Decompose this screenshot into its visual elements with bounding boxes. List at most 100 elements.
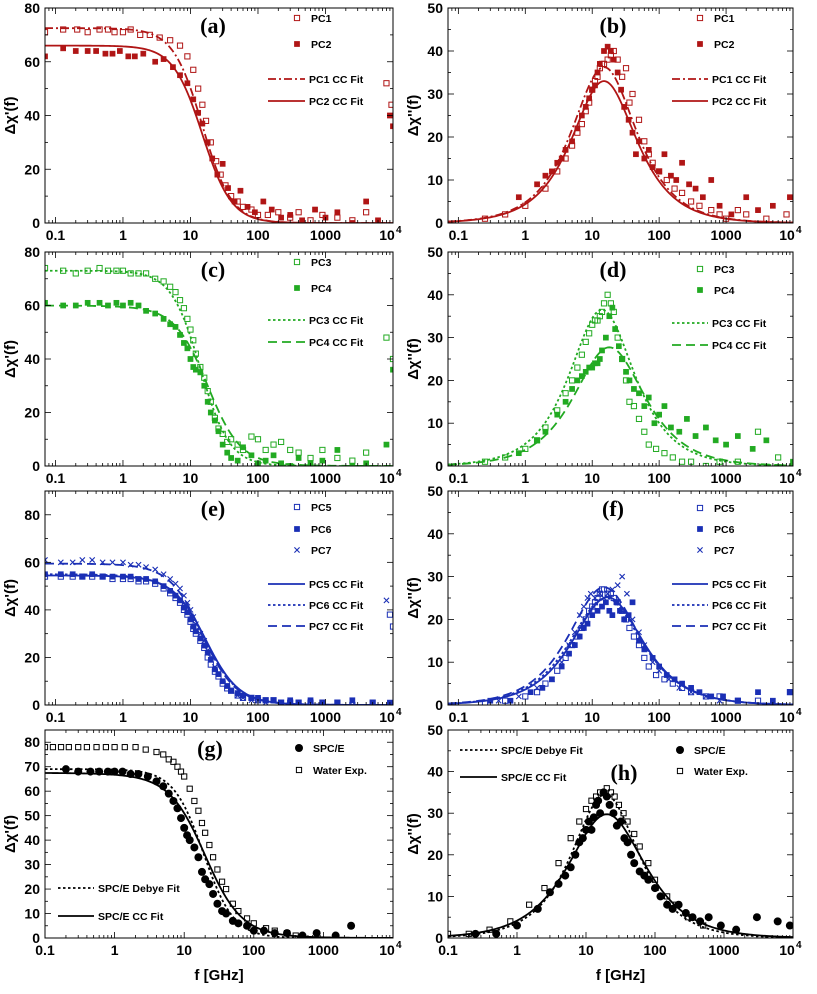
data-point: [626, 624, 633, 632]
x-axis-label: f [GHz]: [596, 967, 645, 984]
x-tick-label: 1000: [710, 227, 741, 243]
panel-g: 0.1 1 10 100 1000 10 401020304050607080Δχ'(f)(…: [2, 729, 402, 984]
data-point: [169, 796, 178, 805]
data-point: [89, 571, 96, 578]
data-point: [119, 29, 127, 36]
data-point: [629, 599, 636, 606]
legend-marker: [294, 41, 300, 47]
legend-label: PC7 CC Fit: [712, 621, 767, 633]
data-point: [201, 382, 208, 389]
data-point: [624, 818, 631, 825]
data-point: [582, 805, 590, 813]
panel-label: (a): [200, 13, 226, 38]
data-point: [254, 436, 262, 443]
data-point: [629, 90, 636, 98]
legend-label: PC7 CC Fit: [309, 621, 364, 633]
legend-label: PC2: [714, 39, 735, 51]
data-point: [630, 402, 638, 410]
data-point: [96, 26, 103, 33]
data-point: [623, 838, 632, 847]
y-tick-label: 30: [24, 857, 40, 873]
data-point: [234, 692, 241, 699]
y-axis-label: Δχ'(f): [2, 340, 19, 378]
data-point: [270, 441, 277, 448]
x-tick-label: 0.1: [449, 227, 469, 243]
plot-frame: [44, 490, 394, 706]
data-point: [589, 813, 598, 822]
data-point: [669, 454, 676, 461]
data-point: [636, 138, 642, 145]
data-point: [554, 879, 563, 888]
data-point: [334, 454, 341, 462]
y-tick-label: 80: [24, 0, 40, 16]
data-point: [533, 904, 542, 913]
data-point: [636, 390, 642, 397]
data-point: [651, 884, 659, 893]
legend-label: PC3 CC Fit: [712, 318, 767, 330]
y-tick-label: 40: [427, 43, 443, 59]
data-point: [244, 204, 251, 210]
y-tick-label: 80: [24, 734, 40, 750]
data-point: [177, 597, 183, 604]
y-tick-label: 40: [24, 108, 40, 124]
data-point: [534, 437, 540, 444]
data-point: [127, 561, 134, 568]
data-point: [686, 181, 692, 188]
data-point: [228, 436, 235, 443]
legend-label: PC6: [311, 524, 332, 536]
data-point: [754, 428, 762, 435]
data-point: [495, 697, 502, 704]
y-tick-label: 60: [24, 783, 40, 799]
plot-area: [45, 264, 393, 466]
legend-label: PC3: [714, 264, 735, 276]
data-point: [678, 189, 686, 197]
data-point: [554, 667, 561, 674]
data-point: [117, 48, 123, 54]
data-point: [83, 744, 91, 751]
data-point: [160, 316, 167, 322]
data-point: [172, 592, 179, 599]
y-tick-label: 10: [24, 906, 40, 922]
data-point: [202, 829, 209, 836]
data-point: [298, 931, 307, 938]
data-point: [159, 782, 168, 791]
legend-label: PC5 CC Fit: [712, 579, 767, 591]
data-point: [160, 278, 167, 285]
data-point: [49, 744, 57, 751]
legend-label: PC6: [714, 524, 735, 536]
data-point: [755, 207, 761, 213]
data-point: [205, 880, 214, 889]
data-point: [645, 441, 652, 448]
data-point: [110, 767, 119, 776]
data-point: [153, 748, 160, 756]
data-point: [584, 620, 591, 627]
data-point: [222, 909, 231, 918]
legend-marker: [696, 504, 704, 512]
data-point: [601, 48, 607, 54]
series-pc5: [45, 573, 393, 705]
y-tick-label: 0: [435, 215, 443, 231]
legend-marker: [696, 14, 704, 22]
data-point: [592, 793, 600, 800]
data-point: [656, 168, 662, 175]
data-point: [522, 445, 529, 452]
plot-area: [448, 43, 793, 223]
data-point: [578, 121, 585, 128]
data-point: [250, 920, 257, 927]
data-point: [676, 684, 683, 691]
series-pc3: [45, 264, 393, 464]
y-tick-label: 80: [24, 507, 40, 523]
x-tick-label: 10: [183, 709, 199, 725]
data-point: [164, 789, 173, 798]
data-point: [278, 460, 284, 466]
data-point: [609, 809, 618, 818]
data-point: [192, 350, 199, 357]
x-tick-label: 100: [647, 709, 671, 725]
data-point: [631, 386, 637, 392]
data-point: [225, 185, 231, 191]
data-point: [219, 678, 226, 685]
data-point: [678, 458, 686, 465]
data-point: [566, 863, 575, 872]
data-point: [649, 655, 656, 661]
legend-label: PC4 CC Fit: [712, 340, 767, 352]
